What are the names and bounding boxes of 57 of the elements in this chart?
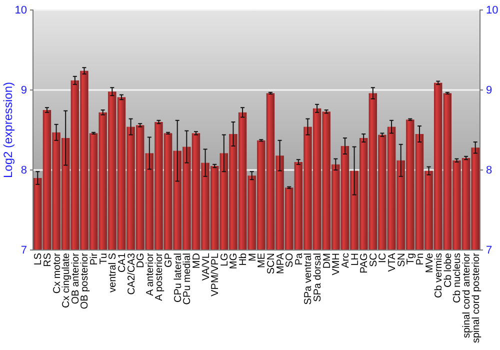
x-tick-label: Cx cingulate xyxy=(61,252,72,308)
x-tick-label: spinal cord posterior xyxy=(470,252,482,344)
x-tick-label: SC xyxy=(368,253,380,267)
x-tick-label: Tg xyxy=(406,253,417,265)
x-tick-label: SPa dorsal xyxy=(312,253,324,302)
x-tick-label: LS xyxy=(33,252,44,266)
x-tick-label: DG xyxy=(136,252,147,268)
x-tick-label: LG xyxy=(219,252,230,266)
x-tick-label: spinal cord anterior xyxy=(462,252,473,338)
y2-tick-label: 10 xyxy=(486,4,498,17)
y2-tick-label: 7 xyxy=(486,244,492,257)
x-tick-label: OB posterior xyxy=(80,252,91,310)
x-tick-label: VPM/VPL xyxy=(210,252,222,296)
x-tick-label: IC xyxy=(378,253,389,263)
x-tick-label: CPu medial xyxy=(182,253,194,305)
x-tick-label: VMH xyxy=(331,253,342,276)
x-tick-label: CA1 xyxy=(116,252,128,272)
x-tick-label: PAG xyxy=(359,252,370,274)
y-tick-label: 7 xyxy=(20,244,27,257)
x-tick-label: VTA xyxy=(387,252,398,272)
x-tick-label: MD xyxy=(191,253,202,269)
x-tick-label: Cb vermis xyxy=(434,253,445,298)
x-tick-label: DM xyxy=(322,253,333,269)
x-tick-label: Pir xyxy=(89,252,100,266)
y-tick-label: 9 xyxy=(20,84,27,97)
x-tick-label: CA2/CA3 xyxy=(126,252,138,295)
x-tick-label: SPa ventral xyxy=(303,253,314,305)
y-tick-label: 8 xyxy=(20,164,27,177)
y2-tick-label: 8 xyxy=(486,164,492,177)
x-tick-label: Cx motor xyxy=(52,252,63,294)
x-tick-label: SO xyxy=(284,252,296,268)
x-tick-label: Arc xyxy=(340,253,352,268)
x-tick-label: Cb nucleus xyxy=(452,253,464,304)
x-tick-label: M xyxy=(247,253,258,262)
x-tick-label: GP xyxy=(164,252,175,268)
x-tick-label: ventral S xyxy=(108,252,119,292)
x-tick-label: ME xyxy=(256,252,268,268)
x-tick-label: A anterior xyxy=(144,252,156,296)
x-tick-label: Hb xyxy=(238,252,250,266)
x-tick-label: MVe xyxy=(424,252,436,274)
y-tick-label: 10 xyxy=(14,4,27,17)
x-tick-label: Cb lobe xyxy=(442,252,454,288)
x-tick-label: Pa xyxy=(294,252,305,266)
x-tick-label: OB anterior xyxy=(70,252,82,304)
x-tick-label: LH xyxy=(350,253,361,266)
x-tick-label: MG xyxy=(228,252,240,270)
x-tick-label: Pn xyxy=(414,253,426,266)
x-tick-label: CPu lateral xyxy=(172,253,184,302)
y2-tick-label: 9 xyxy=(486,84,492,97)
x-tick-label: SCN xyxy=(266,253,277,274)
x-tick-label: VA/VL xyxy=(200,252,212,281)
x-tick-label: Tu xyxy=(98,253,110,264)
x-tick-label: RS xyxy=(42,252,54,267)
x-tick-label: A posterior xyxy=(154,252,166,301)
x-tick-label: SN xyxy=(396,253,408,267)
y-axis-title: Log2 (expression) xyxy=(1,82,15,178)
x-tick-label: MPA xyxy=(275,252,286,274)
